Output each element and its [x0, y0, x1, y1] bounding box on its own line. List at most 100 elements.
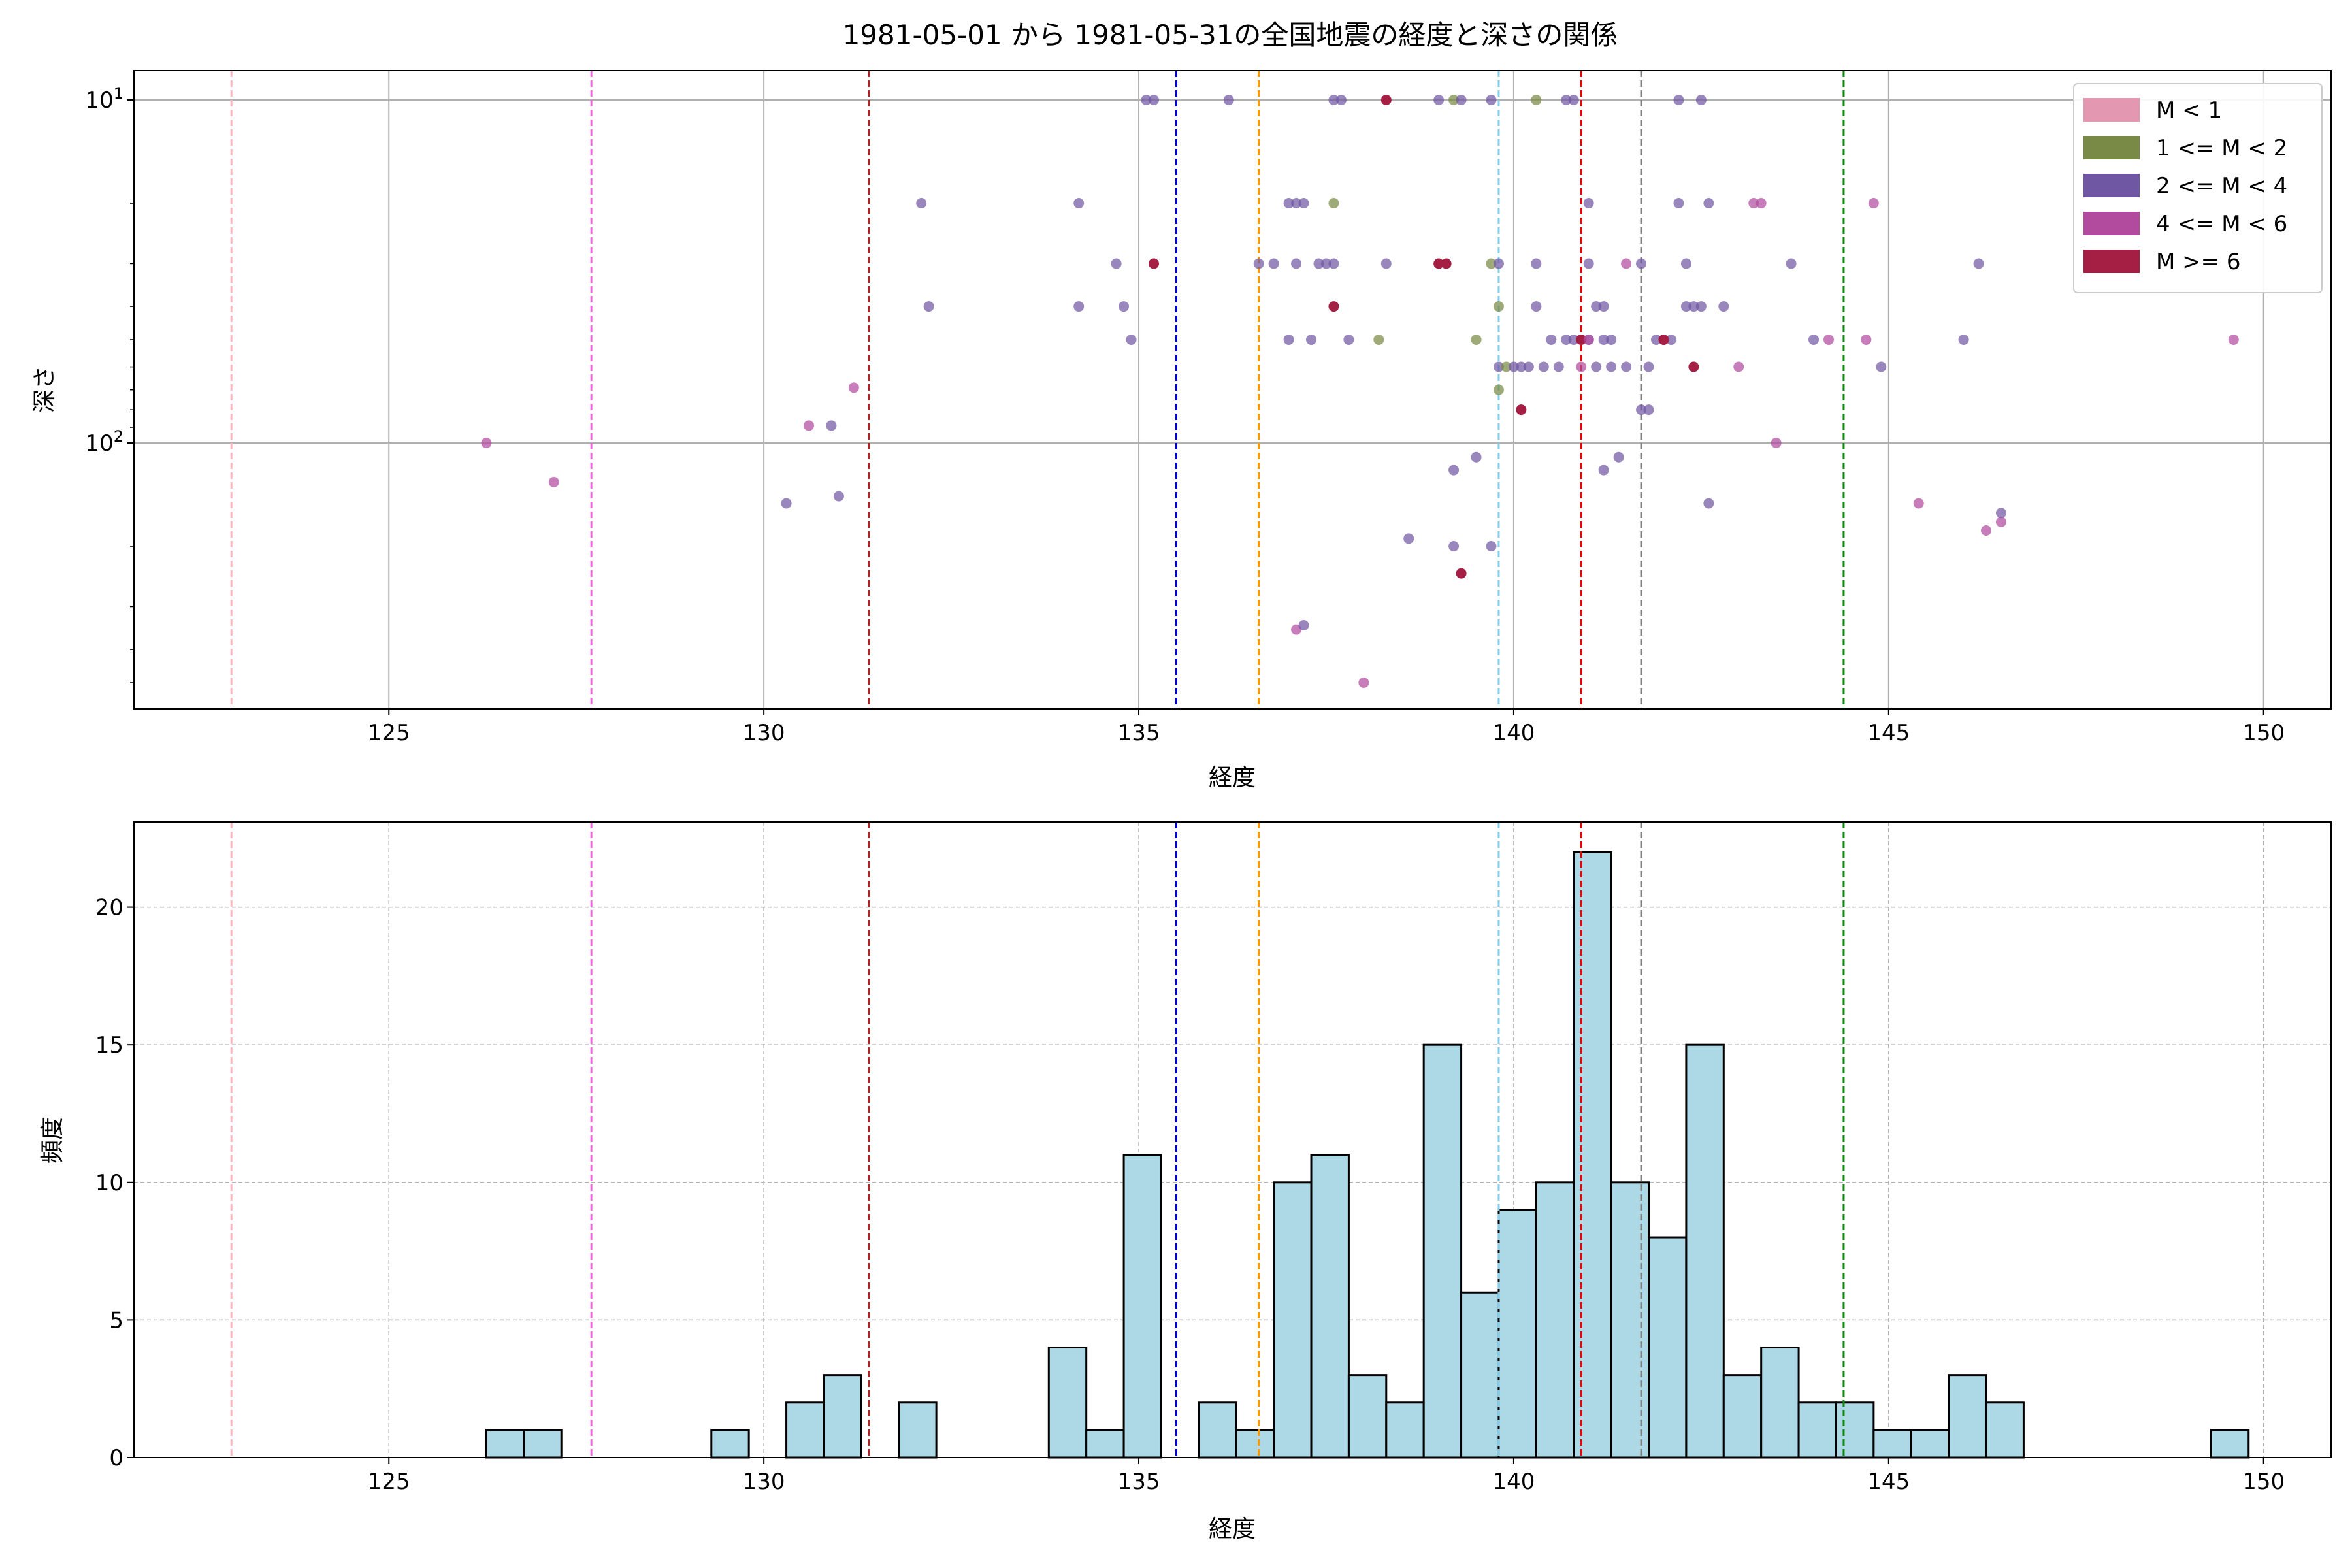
- histogram-bar: [1797, 1401, 1837, 1459]
- scatter-point: [923, 301, 934, 312]
- scatter-point: [1695, 95, 1707, 105]
- scatter-point: [916, 198, 927, 209]
- scatter-point: [1981, 525, 1992, 536]
- histogram-y-tick-label: 5: [109, 1307, 123, 1333]
- scatter-point: [1298, 198, 1309, 209]
- histogram-bar: [1648, 1236, 1688, 1459]
- legend-swatch: [2083, 174, 2140, 197]
- histogram-bar: [1610, 1181, 1650, 1459]
- histogram-bar: [1460, 1291, 1500, 1459]
- scatter-point: [1501, 361, 1512, 372]
- scatter-point: [1568, 334, 1579, 345]
- scatter-point: [1433, 258, 1445, 269]
- scatter-point: [1636, 258, 1647, 269]
- scatter-point: [1126, 334, 1137, 345]
- scatter-point: [1636, 404, 1647, 416]
- scatter-point: [1141, 95, 1152, 105]
- scatter-point: [1516, 361, 1527, 372]
- scatter-point: [1568, 95, 1579, 105]
- scatter-point: [1380, 95, 1392, 105]
- scatter-point: [1268, 258, 1279, 269]
- histogram-bar: [1760, 1347, 1800, 1459]
- scatter-title: 1981-05-01 から 1981-05-31の全国地震の経度と深さの関係: [843, 19, 1618, 51]
- scatter-point: [1995, 508, 2006, 519]
- scatter-point: [1733, 361, 1744, 372]
- scatter-x-tick-label: 140: [1492, 720, 1535, 746]
- histogram-bar: [1497, 1209, 1537, 1459]
- scatter-point: [1643, 361, 1654, 372]
- scatter-point: [1576, 361, 1587, 372]
- scatter-point: [1291, 258, 1302, 269]
- scatter-point: [1148, 258, 1159, 269]
- scatter-point: [1283, 334, 1294, 345]
- scatter-point: [1493, 361, 1504, 372]
- histogram-bar: [1085, 1429, 1125, 1459]
- histogram-x-tick-label: 135: [1118, 1469, 1160, 1495]
- scatter-x-tick-label: 145: [1867, 720, 1910, 746]
- histogram-bar: [1948, 1374, 1987, 1459]
- scatter-x-tick-label: 150: [2242, 720, 2285, 746]
- scatter-point: [1673, 95, 1684, 105]
- histogram-x-tick-label: 125: [368, 1469, 410, 1495]
- scatter-point: [833, 491, 844, 502]
- scatter-point: [481, 438, 492, 448]
- legend-swatch: [2083, 136, 2140, 159]
- scatter-point: [1320, 258, 1331, 269]
- scatter-point: [1531, 258, 1542, 269]
- scatter-point: [1223, 95, 1234, 105]
- scatter-point: [1808, 334, 1820, 345]
- scatter-point: [548, 476, 559, 487]
- scatter-point: [1343, 334, 1354, 345]
- scatter-point: [1119, 301, 1130, 312]
- scatter-ticks: 125 130 135 140 145 150 101 102: [85, 84, 2285, 746]
- scatter-point: [1583, 198, 1594, 209]
- histogram-bar: [1385, 1401, 1425, 1459]
- scatter-point: [1591, 361, 1602, 372]
- scatter-point: [1313, 258, 1324, 269]
- scatter-point: [1448, 541, 1460, 552]
- legend: M < 1 1 <= M < 2 2 <= M < 4 4 <= M < 6 M >= …: [2073, 83, 2323, 293]
- histogram-bar: [1310, 1154, 1350, 1459]
- histogram-bar: [785, 1401, 825, 1459]
- scatter-point: [1650, 334, 1661, 345]
- scatter-point: [1306, 334, 1317, 345]
- scatter-point: [1328, 301, 1339, 312]
- scatter-point: [1328, 198, 1339, 209]
- scatter-point: [1868, 198, 1879, 209]
- histogram-x-tick-label: 145: [1867, 1469, 1910, 1495]
- scatter-point: [1583, 258, 1594, 269]
- scatter-point: [1471, 451, 1482, 463]
- scatter-point: [1913, 498, 1924, 509]
- scatter-point: [1598, 301, 1609, 312]
- legend-label: M >= 6: [2156, 249, 2241, 275]
- scatter-point: [781, 498, 792, 509]
- scatter-point: [1493, 384, 1504, 395]
- histogram-y-tick-label: 10: [95, 1170, 123, 1196]
- histogram-ticks: 125 130 135 140 145 150 0 5 10 15 20: [95, 895, 2285, 1495]
- histogram-bar: [1872, 1429, 1912, 1459]
- scatter-point: [1995, 516, 2006, 527]
- scatter-point: [1756, 198, 1767, 209]
- histogram-x-tick-label: 130: [743, 1469, 785, 1495]
- histogram-x-tick-label: 150: [2242, 1469, 2285, 1495]
- histogram-y-tick-label: 20: [95, 895, 123, 921]
- histogram-bar: [1985, 1401, 2025, 1459]
- scatter-point: [1358, 677, 1369, 688]
- scatter-point: [1598, 465, 1609, 476]
- scatter-point: [848, 382, 859, 393]
- scatter-point: [1688, 301, 1699, 312]
- histogram-grid: [134, 822, 2331, 1458]
- legend-label: 2 <= M < 4: [2156, 173, 2287, 199]
- scatter-point: [1621, 361, 1632, 372]
- scatter-point: [1493, 301, 1504, 312]
- scatter-point: [1456, 568, 1467, 579]
- scatter-point: [804, 420, 815, 431]
- scatter-point: [1786, 258, 1797, 269]
- scatter-point: [2228, 334, 2239, 345]
- scatter-point: [826, 420, 837, 431]
- scatter-point: [1493, 258, 1504, 269]
- scatter-point: [1448, 95, 1460, 105]
- scatter-point: [1441, 258, 1452, 269]
- scatter-point: [1680, 258, 1691, 269]
